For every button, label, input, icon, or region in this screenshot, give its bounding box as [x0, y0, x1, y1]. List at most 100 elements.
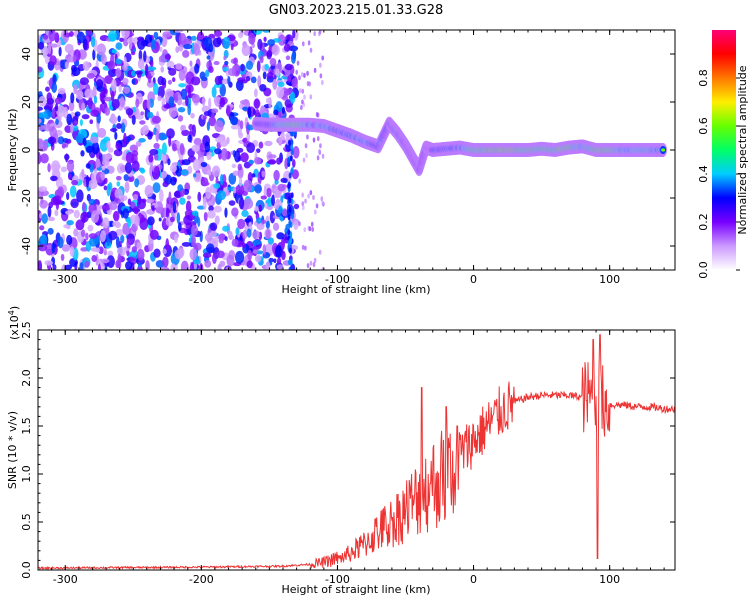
spectrogram-noise-cell — [185, 95, 189, 107]
spectrogram-noise-cell — [81, 114, 90, 120]
spectrogram-noise-cell — [240, 152, 249, 163]
spectrogram-noise-cell — [218, 238, 224, 244]
spectrogram-noise-cell — [123, 132, 127, 145]
spectrogram-noise-cell — [187, 165, 193, 175]
spectrogram-noise-cell — [137, 58, 145, 70]
spectrogram-noise-cell — [90, 210, 100, 224]
spectrogram-noise-cell — [38, 151, 41, 164]
spectrogram-noise-cell — [304, 143, 308, 149]
spectrogram-noise-cell — [219, 173, 224, 186]
spectrogram-noise-cell — [194, 63, 200, 74]
spectrogram-noise-cell — [276, 264, 284, 270]
spectrogram-heatmap — [38, 30, 668, 270]
spectrogram-noise-cell — [187, 134, 192, 143]
spectrogram-x-tick-label: 0 — [470, 273, 477, 286]
spectrogram-noise-cell — [45, 101, 54, 111]
spectrogram-noise-cell — [238, 197, 245, 210]
spectrogram-noise-cell — [216, 250, 225, 259]
spectrogram-noise-cell — [65, 153, 69, 163]
spectrogram-noise-cell — [274, 245, 284, 259]
spectrogram-noise-cell — [99, 230, 106, 242]
spectrogram-noise-cell — [38, 186, 48, 192]
spectrogram-streak-cell — [290, 139, 294, 146]
spectrogram-noise-cell — [258, 141, 264, 149]
snr-x-tick-label: -100 — [325, 573, 350, 586]
spectrogram-noise-cell — [284, 63, 293, 71]
spectrogram-noise-cell — [181, 159, 191, 166]
colorbar-tick-label: 0.4 — [697, 165, 710, 183]
spectrogram-noise-cell — [254, 88, 258, 98]
spectrogram-noise-cell — [164, 54, 172, 60]
spectrogram-noise-cell — [302, 41, 305, 47]
spectrogram-noise-cell — [293, 220, 299, 230]
spectrogram-noise-cell — [250, 76, 257, 84]
spectrogram-y-tick-label: 40 — [20, 47, 33, 61]
spectrogram-noise-cell — [75, 219, 85, 231]
spectrogram-noise-cell — [219, 97, 226, 108]
spectrogram-noise-cell — [120, 122, 126, 134]
spectrogram-noise-cell — [264, 63, 269, 71]
spectrogram-streak-cell — [288, 219, 292, 226]
spectrogram-streak-cell — [287, 229, 291, 236]
spectrogram-noise-cell — [213, 148, 222, 155]
spectrogram-noise-cell — [273, 109, 279, 116]
spectrogram-noise-cell — [70, 123, 74, 134]
spectrogram-noise-cell — [107, 250, 114, 257]
spectrogram-noise-cell — [69, 246, 75, 257]
spectrogram-noise-cell — [56, 105, 66, 118]
spectrogram-noise-cell — [134, 215, 140, 227]
spectrogram-noise-cell — [124, 162, 133, 174]
spectrogram-noise-cell — [235, 227, 240, 236]
spectrogram-noise-cell — [145, 198, 155, 204]
spectrogram-noise-cell — [176, 94, 183, 106]
spectrogram-noise-cell — [38, 112, 48, 119]
spectrogram-noise-cell — [61, 143, 66, 149]
spectrogram-noise-cell — [259, 55, 264, 64]
spectrogram-noise-cell — [214, 75, 222, 86]
spectrogram-noise-cell — [298, 178, 301, 184]
spectrogram-noise-cell — [252, 239, 262, 246]
spectrogram-noise-cell — [168, 67, 177, 76]
spectrogram-noise-cell — [171, 77, 176, 83]
spectrogram-noise-cell — [86, 30, 92, 36]
spectrogram-noise-cell — [204, 259, 212, 268]
spectrogram-noise-cell — [38, 41, 45, 50]
spectrogram-noise-cell — [80, 150, 85, 157]
spectrogram-noise-cell — [111, 98, 120, 109]
snr-panel: -300 -200 -100 0 100 0.0 0.5 1.0 1.5 2.0 2.5 Heig… — [6, 306, 676, 596]
spectrogram-noise-cell — [138, 138, 146, 143]
spectrogram-noise-cell — [191, 76, 201, 86]
spectrogram-noise-cell — [293, 203, 300, 210]
spectrogram-noise-cell — [228, 172, 237, 185]
spectrogram-noise-cell — [115, 175, 122, 181]
spectrogram-noise-cell — [153, 83, 159, 96]
spectrogram-noise-cell — [242, 229, 248, 240]
spectrogram-noise-cell — [207, 210, 216, 219]
spectrogram-noise-cell — [314, 209, 317, 215]
spectrogram-noise-cell — [179, 197, 186, 205]
spectrogram-noise-cell — [38, 106, 44, 111]
spectrogram-noise-cell — [50, 175, 58, 182]
spectrogram-noise-cell — [103, 96, 113, 102]
spectrogram-noise-cell — [47, 216, 55, 222]
spectrogram-noise-cell — [103, 185, 108, 191]
spectrogram-noise-cell — [276, 257, 282, 265]
spectrogram-noise-cell — [277, 81, 285, 88]
spectrogram-noise-cell — [230, 116, 238, 126]
spectrogram-noise-cell — [86, 72, 95, 79]
spectrogram-noise-cell — [287, 75, 292, 83]
spectrogram-streak-cell — [288, 172, 292, 179]
spectrogram-noise-cell — [213, 205, 222, 213]
spectrogram-noise-cell — [211, 86, 217, 98]
spectrogram-noise-cell — [202, 252, 212, 258]
spectrogram-noise-cell — [306, 263, 310, 269]
snr-y-tick-label: 2.5 — [20, 321, 33, 339]
spectrogram-noise-cell — [283, 43, 291, 52]
spectrogram-noise-cell — [246, 228, 252, 238]
spectrogram-noise-cell — [47, 136, 57, 145]
spectrogram-noise-cell — [161, 34, 168, 48]
spectrogram-noise-cell — [54, 209, 59, 217]
spectrogram-noise-cell — [291, 77, 298, 87]
spectrogram-noise-cell — [310, 221, 314, 227]
